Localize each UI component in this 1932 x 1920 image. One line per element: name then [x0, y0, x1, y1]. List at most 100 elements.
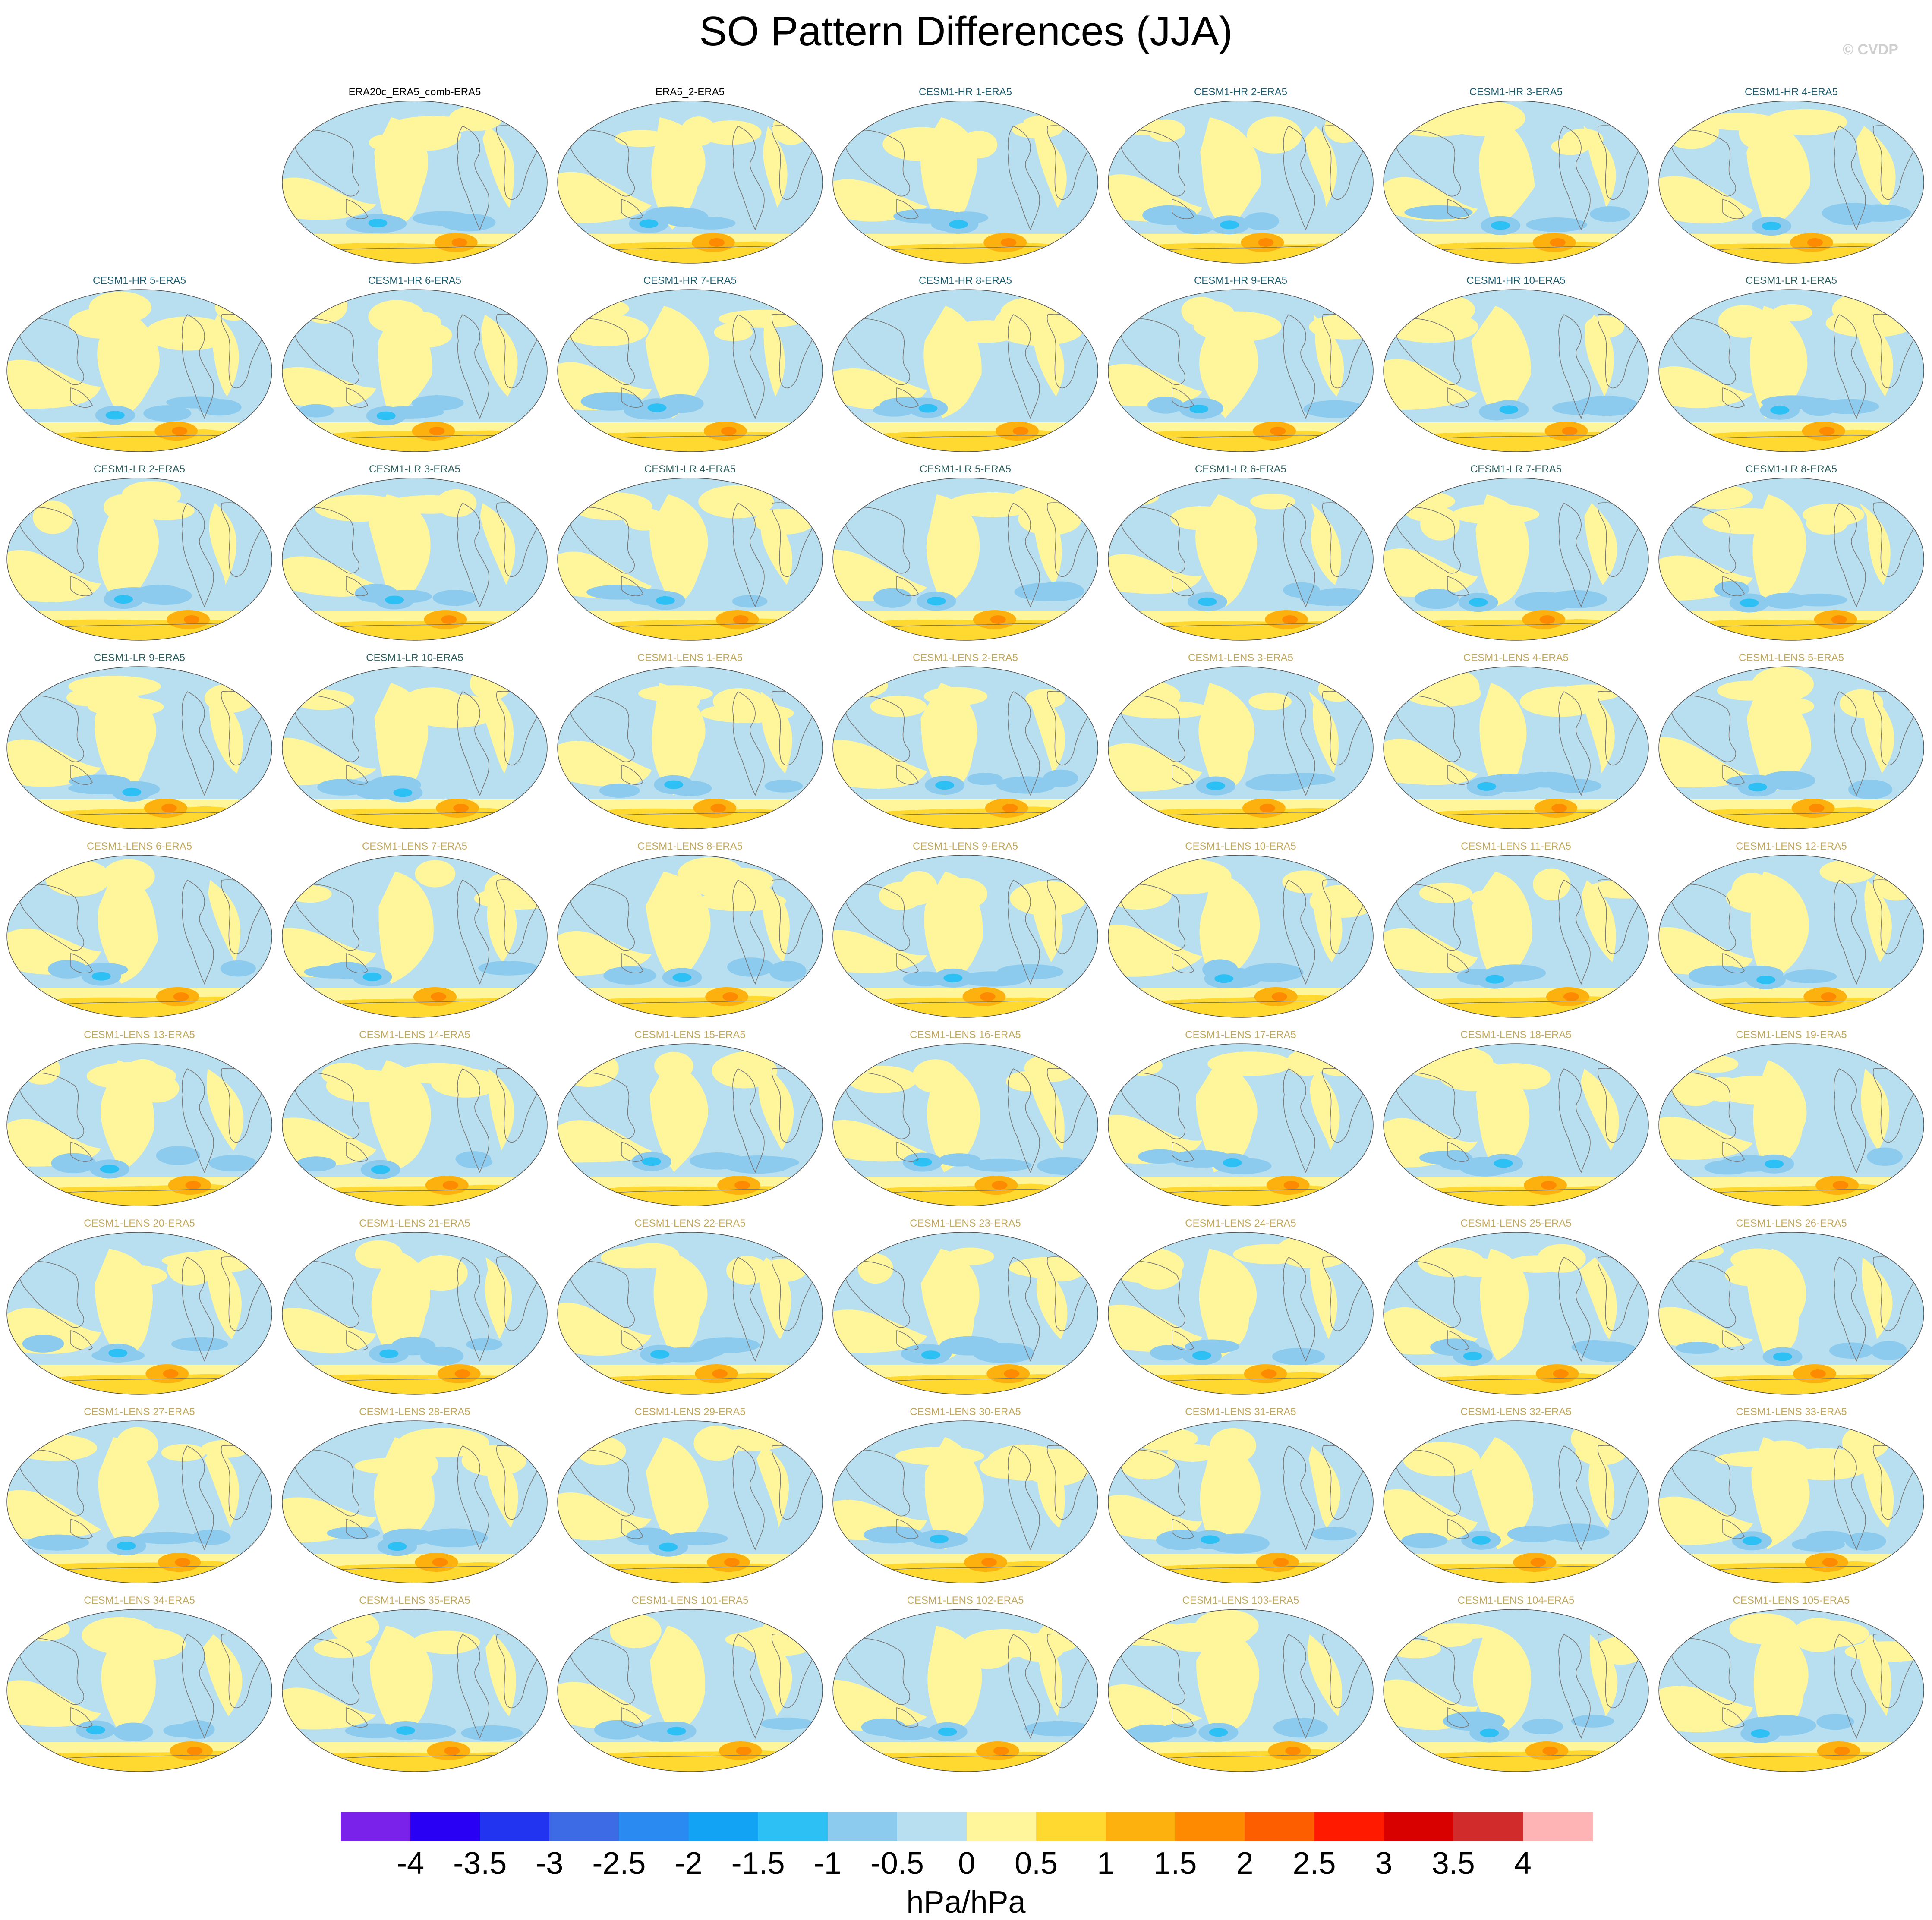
map-field: [6, 855, 272, 1018]
map-panel: CESM1-LENS 12-ERA5: [1655, 840, 1927, 1022]
colorbar-tick-label: -2.5: [592, 1846, 646, 1881]
map-panel: CESM1-LR 1-ERA5: [1655, 275, 1927, 456]
map-panel: CESM1-LENS 20-ERA5: [3, 1218, 275, 1399]
map-field: [6, 1609, 272, 1772]
map-panel: CESM1-LENS 105-ERA5: [1655, 1595, 1927, 1776]
map-panel: CESM1-LENS 27-ERA5: [3, 1406, 275, 1587]
panel-title: CESM1-LENS 28-ERA5: [359, 1406, 470, 1418]
map-panel: CESM1-LENS 4-ERA5: [1380, 652, 1652, 833]
panel-title: CESM1-LENS 19-ERA5: [1736, 1029, 1847, 1041]
map-field: [282, 855, 548, 1018]
panel-title: CESM1-LR 3-ERA5: [369, 463, 461, 475]
panel-title: CESM1-LENS 18-ERA5: [1460, 1029, 1572, 1041]
panel-title: CESM1-LENS 20-ERA5: [84, 1218, 195, 1229]
map-field: [1658, 478, 1924, 641]
colorbar-swatch: [967, 1812, 1037, 1841]
map-panel: ERA20c_ERA5_comb-ERA5: [279, 86, 551, 268]
map-field: [1383, 1232, 1649, 1395]
map-field: [557, 289, 823, 452]
map-panel: CESM1-LENS 30-ERA5: [829, 1406, 1101, 1587]
panel-title: CESM1-LR 4-ERA5: [644, 463, 736, 475]
map-field: [6, 666, 272, 829]
panel-title: CESM1-LENS 23-ERA5: [910, 1218, 1021, 1229]
map-field: [557, 1420, 823, 1583]
map-panel: ERA5_2-ERA5: [554, 86, 826, 268]
map-panel: CESM1-LENS 31-ERA5: [1105, 1406, 1377, 1587]
colorbar-tick-label: 1.5: [1154, 1846, 1197, 1881]
panel-title: CESM1-LENS 17-ERA5: [1185, 1029, 1296, 1041]
panel-title: CESM1-LENS 27-ERA5: [84, 1406, 195, 1418]
map-panel: CESM1-HR 1-ERA5: [829, 86, 1101, 268]
colorbar-tick-label: 2: [1236, 1846, 1254, 1881]
map-panel: CESM1-LENS 101-ERA5: [554, 1595, 826, 1776]
map-panel: CESM1-LENS 8-ERA5: [554, 840, 826, 1022]
map-field: [282, 1609, 548, 1772]
panel-title: CESM1-LENS 5-ERA5: [1738, 652, 1844, 664]
map-field: [1383, 478, 1649, 641]
colorbar-swatch: [1522, 1812, 1593, 1841]
map-panel: CESM1-HR 4-ERA5: [1655, 86, 1927, 268]
panel-title: CESM1-LENS 3-ERA5: [1188, 652, 1294, 664]
colorbar-tick-label: -3.5: [453, 1846, 507, 1881]
cvdp-credit: © CVDP: [1843, 41, 1898, 58]
colorbar-tick-label: 3.5: [1431, 1846, 1475, 1881]
panel-title: CESM1-LENS 7-ERA5: [362, 840, 468, 852]
panel-title: CESM1-LENS 35-ERA5: [359, 1595, 470, 1606]
map-field: [557, 1232, 823, 1395]
colorbar-swatch: [758, 1812, 828, 1841]
colorbar-swatch: [619, 1812, 689, 1841]
map-panel: CESM1-LENS 14-ERA5: [279, 1029, 551, 1210]
map-field: [832, 1420, 1098, 1583]
colorbar: [341, 1812, 1593, 1841]
map-panel: CESM1-HR 10-ERA5: [1380, 275, 1652, 456]
map-field: [6, 478, 272, 641]
panel-title: CESM1-LENS 24-ERA5: [1185, 1218, 1296, 1229]
map-panel: CESM1-LENS 25-ERA5: [1380, 1218, 1652, 1399]
map-panel: CESM1-LENS 104-ERA5: [1380, 1595, 1652, 1776]
map-field: [557, 1609, 823, 1772]
map-field: [6, 1232, 272, 1395]
colorbar-tick-label: -2: [674, 1846, 703, 1881]
panel-title: CESM1-LENS 31-ERA5: [1185, 1406, 1296, 1418]
colorbar-tick-label: -1.5: [731, 1846, 785, 1881]
map-field: [6, 1043, 272, 1206]
panel-title: CESM1-LENS 16-ERA5: [910, 1029, 1021, 1041]
colorbar-swatch: [1175, 1812, 1245, 1841]
colorbar-tick-label: -4: [397, 1846, 425, 1881]
panel-title: CESM1-HR 6-ERA5: [368, 275, 462, 286]
map-field: [282, 1043, 548, 1206]
panel-title: CESM1-LENS 11-ERA5: [1461, 840, 1571, 852]
panel-title: CESM1-HR 5-ERA5: [92, 275, 186, 286]
panel-title: CESM1-LENS 22-ERA5: [634, 1218, 746, 1229]
panel-title: CESM1-LR 1-ERA5: [1745, 275, 1837, 286]
map-panel: CESM1-LENS 6-ERA5: [3, 840, 275, 1022]
map-panel: CESM1-LENS 18-ERA5: [1380, 1029, 1652, 1210]
panel-title: CESM1-LENS 15-ERA5: [634, 1029, 746, 1041]
colorbar-tick-label: 3: [1375, 1846, 1393, 1881]
panel-title: CESM1-LENS 101-ERA5: [631, 1595, 749, 1606]
map-panel: CESM1-HR 2-ERA5: [1105, 86, 1377, 268]
map-panel: CESM1-LR 7-ERA5: [1380, 463, 1652, 645]
map-panel: CESM1-LENS 26-ERA5: [1655, 1218, 1927, 1399]
map-field: [1108, 101, 1374, 264]
map-panel: CESM1-HR 9-ERA5: [1105, 275, 1377, 456]
colorbar-swatch: [410, 1812, 481, 1841]
colorbar-swatch: [1453, 1812, 1523, 1841]
map-panel: CESM1-LENS 21-ERA5: [279, 1218, 551, 1399]
map-panel: CESM1-LENS 33-ERA5: [1655, 1406, 1927, 1587]
map-panel: CESM1-LENS 23-ERA5: [829, 1218, 1101, 1399]
map-field: [1108, 1420, 1374, 1583]
panel-title: CESM1-LENS 12-ERA5: [1736, 840, 1847, 852]
panel-title: CESM1-LENS 34-ERA5: [84, 1595, 195, 1606]
map-panel: CESM1-LENS 2-ERA5: [829, 652, 1101, 833]
map-panel: CESM1-HR 6-ERA5: [279, 275, 551, 456]
map-field: [6, 289, 272, 452]
map-panel: CESM1-LENS 10-ERA5: [1105, 840, 1377, 1022]
colorbar-swatch: [1036, 1812, 1106, 1841]
colorbar-tick-label: 2.5: [1292, 1846, 1336, 1881]
map-field: [1658, 101, 1924, 264]
colorbar-tick-label: 1: [1097, 1846, 1115, 1881]
map-panel: CESM1-HR 3-ERA5: [1380, 86, 1652, 268]
map-panel-grid: ERA20c_ERA5_comb-ERA5 ERA5_2-ERA5 CESM1-HR…: [3, 86, 1927, 1776]
map-field: [832, 1609, 1098, 1772]
